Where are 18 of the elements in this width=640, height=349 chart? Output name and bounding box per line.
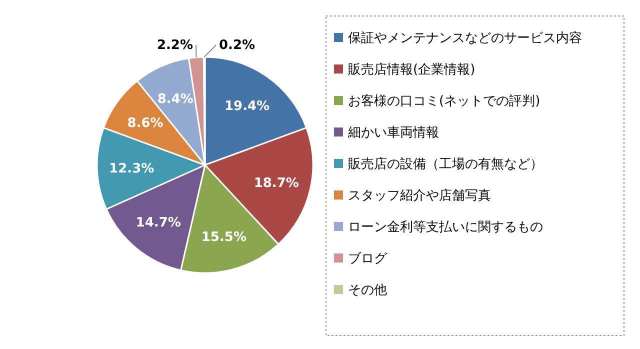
legend-label: お客様の口コミ(ネットでの評判) [348, 93, 540, 109]
legend-label: 販売店情報(企業情報) [348, 62, 476, 78]
data-label: 0.2% [219, 38, 256, 53]
data-label: 2.2% [156, 38, 193, 53]
legend-label: 販売店の設備（工場の有無など） [348, 156, 543, 172]
legend-label: 細かい車両情報 [347, 126, 439, 140]
data-label: 14.7% [136, 216, 181, 231]
legend-label: ローン金利等支払いに関するもの [348, 220, 543, 235]
data-label: 8.6% [127, 116, 164, 132]
data-label: 15.5% [201, 230, 246, 245]
data-label: 19.4% [224, 98, 270, 114]
data-label: 8.4% [157, 92, 194, 107]
legend-label: 保証やメンテナンスなどのサービス内容 [348, 30, 582, 46]
data-label: 18.7% [254, 176, 299, 192]
legend-label: ブログ [348, 252, 388, 266]
data-label: 12.3% [109, 162, 154, 177]
legend-label: スタッフ紹介や店舗写真 [348, 188, 491, 204]
legend-label: その他 [348, 283, 387, 298]
